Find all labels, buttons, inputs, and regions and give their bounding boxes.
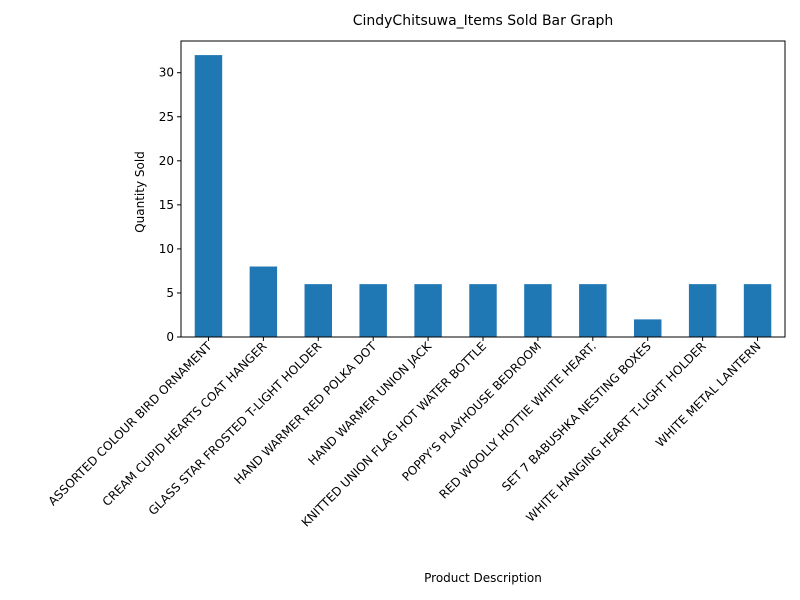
axes-frame bbox=[180, 40, 786, 338]
bar bbox=[743, 284, 772, 337]
y-tick-label: 5 bbox=[166, 286, 174, 300]
x-tick-label: KNITTED UNION FLAG HOT WATER BOTTLE bbox=[299, 339, 489, 529]
y-tick-label: 10 bbox=[159, 242, 174, 256]
bar bbox=[304, 284, 332, 337]
x-axis-label: Product Description bbox=[424, 571, 542, 585]
y-axis-label: Quantity Sold bbox=[133, 151, 147, 233]
bar bbox=[414, 284, 442, 337]
chart-title: CindyChitsuwa_Items Sold Bar Graph bbox=[353, 13, 614, 29]
y-tick-label: 15 bbox=[159, 198, 174, 212]
bar bbox=[359, 284, 387, 337]
bar bbox=[634, 319, 662, 337]
y-tick-label: 30 bbox=[159, 66, 174, 80]
y-tick-label: 25 bbox=[159, 110, 174, 124]
bar bbox=[524, 284, 552, 337]
y-tick-label: 0 bbox=[166, 330, 174, 344]
bar bbox=[194, 55, 223, 337]
bar bbox=[579, 284, 607, 337]
bar bbox=[249, 266, 278, 337]
x-tick-label: WHITE METAL LANTERN bbox=[653, 339, 764, 450]
bar bbox=[688, 284, 717, 337]
y-tick-label: 20 bbox=[159, 154, 174, 168]
bar bbox=[469, 284, 497, 337]
